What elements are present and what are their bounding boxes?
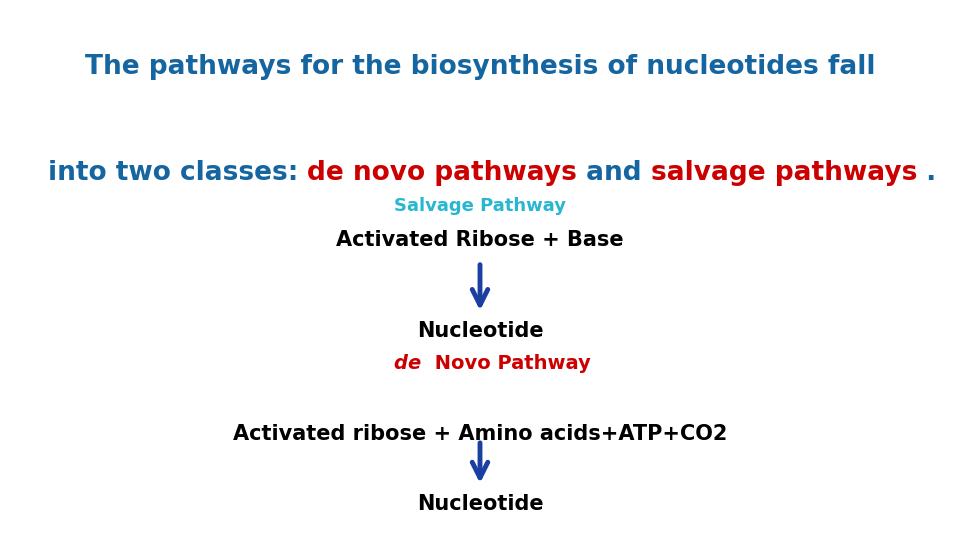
- Text: Nucleotide: Nucleotide: [417, 321, 543, 341]
- Text: de: de: [394, 354, 427, 373]
- Text: into two classes:: into two classes:: [48, 160, 307, 186]
- Text: salvage pathways: salvage pathways: [651, 160, 917, 186]
- Text: The pathways for the biosynthesis of nucleotides fall: The pathways for the biosynthesis of nuc…: [84, 54, 876, 80]
- Text: Nucleotide: Nucleotide: [417, 494, 543, 514]
- Text: Activated Ribose + Base: Activated Ribose + Base: [336, 230, 624, 249]
- Text: and: and: [577, 160, 651, 186]
- Text: de novo pathways: de novo pathways: [307, 160, 577, 186]
- Text: .: .: [917, 160, 936, 186]
- Text: Novo Pathway: Novo Pathway: [427, 354, 590, 373]
- Text: Activated ribose + Amino acids+ATP+CO2: Activated ribose + Amino acids+ATP+CO2: [233, 424, 727, 444]
- Text: Salvage Pathway: Salvage Pathway: [394, 197, 566, 215]
